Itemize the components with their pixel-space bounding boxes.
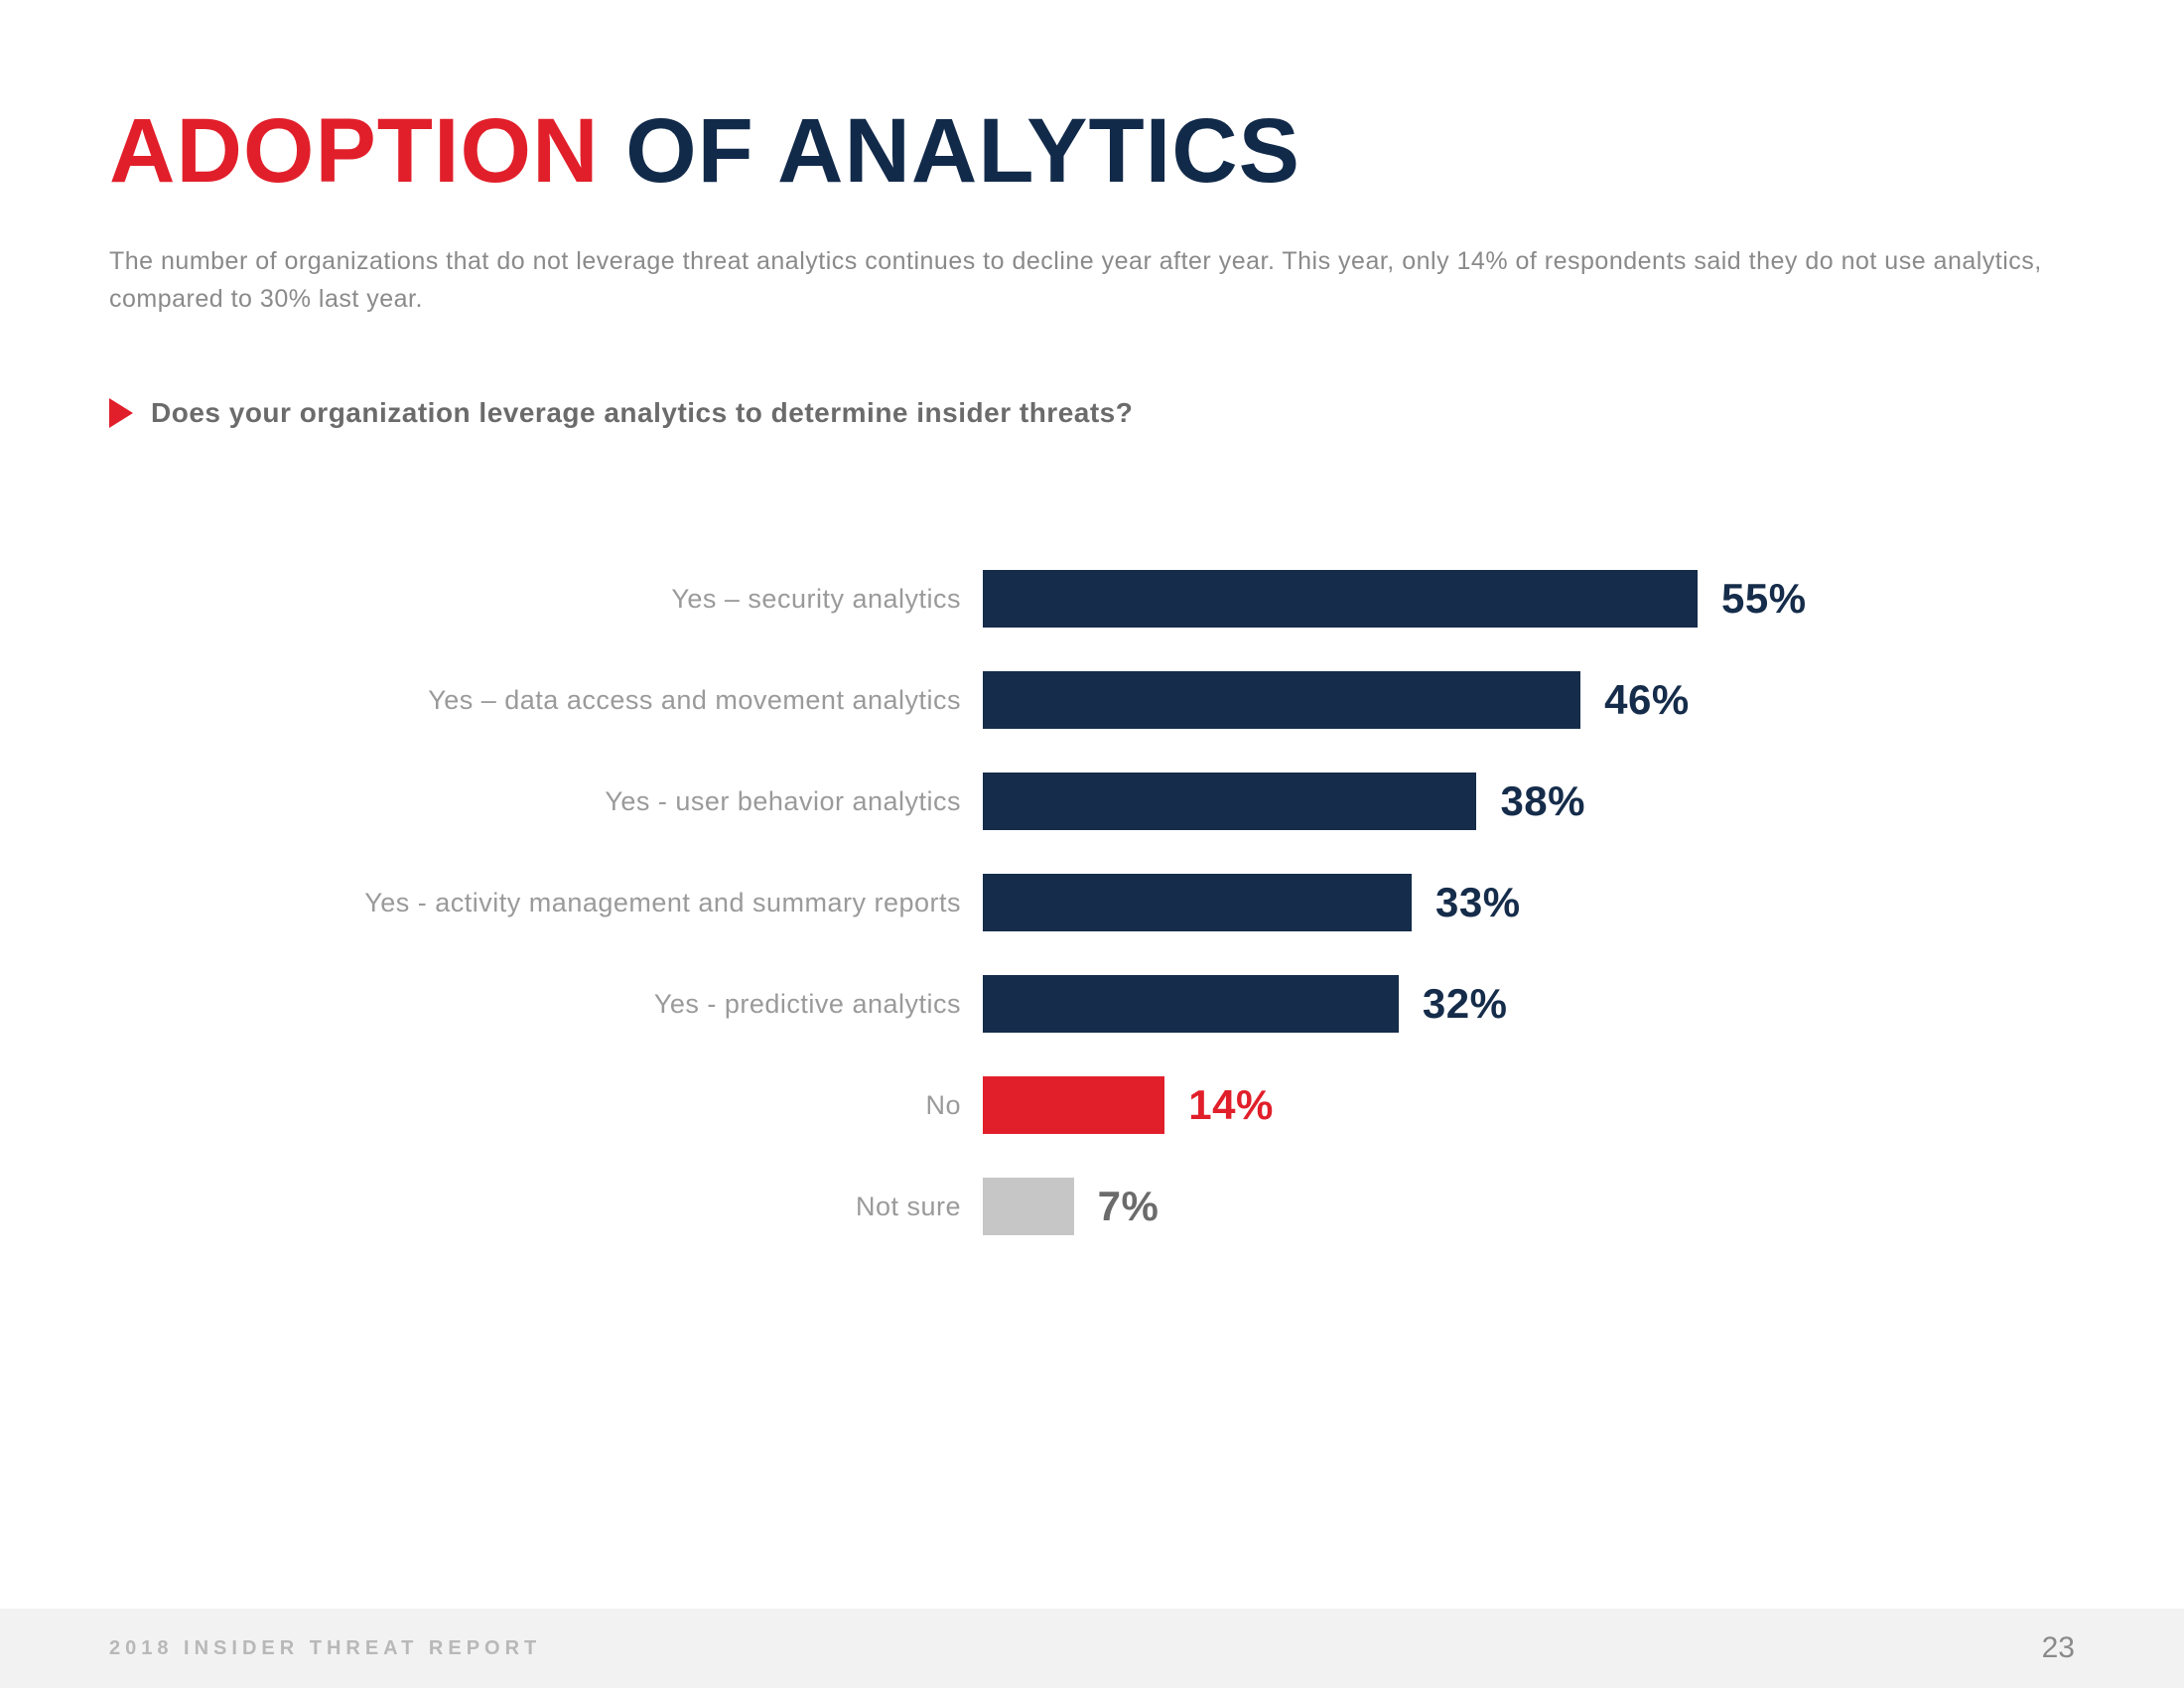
bar-area: 14% [983,1076,2075,1134]
bar-chart: Yes – security analytics 55% Yes – data ac… [109,568,2075,1237]
chart-row: No 14% [109,1074,2075,1136]
bar [983,1076,1164,1134]
bar-area: 32% [983,975,2075,1033]
bar [983,570,1698,628]
chart-row: Yes – security analytics 55% [109,568,2075,630]
bar-area: 7% [983,1178,2075,1235]
bar [983,1178,1074,1235]
chart-row: Yes - predictive analytics 32% [109,973,2075,1035]
bar-area: 46% [983,671,2075,729]
footer-page-number: 23 [2042,1631,2075,1665]
survey-question: Does your organization leverage analytic… [151,397,1133,429]
bar-label: Yes - user behavior analytics [109,786,983,817]
bar [983,975,1399,1033]
bar-area: 33% [983,874,2075,931]
bar-value: 33% [1435,879,1521,926]
title-word-1: ADOPTION [109,100,600,202]
intro-paragraph: The number of organizations that do not … [109,243,2075,318]
bar-label: Yes – security analytics [109,584,983,615]
bar-value: 7% [1098,1183,1160,1230]
bar-value: 38% [1500,777,1585,825]
question-row: Does your organization leverage analytic… [109,397,2075,429]
bar-label: Not sure [109,1192,983,1222]
bar [983,874,1412,931]
bar-area: 38% [983,773,2075,830]
bar-label: Yes - predictive analytics [109,989,983,1020]
bar-area: 55% [983,570,2075,628]
chart-row: Yes - user behavior analytics 38% [109,771,2075,832]
chart-row: Yes – data access and movement analytics… [109,669,2075,731]
chart-row: Not sure 7% [109,1176,2075,1237]
page-footer: 2018 INSIDER THREAT REPORT 23 [0,1609,2184,1688]
bar-value: 46% [1604,676,1690,724]
chart-row: Yes - activity management and summary re… [109,872,2075,933]
title-word-2: OF ANALYTICS [625,100,1300,202]
bar [983,773,1476,830]
bar-label: Yes - activity management and summary re… [109,888,983,918]
bar [983,671,1580,729]
bar-value: 32% [1423,980,1508,1028]
bar-value: 14% [1188,1081,1274,1129]
bar-label: Yes – data access and movement analytics [109,685,983,716]
footer-report-name: 2018 INSIDER THREAT REPORT [109,1637,541,1660]
triangle-bullet-icon [109,398,133,428]
page-title: ADOPTION OF ANALYTICS [109,99,2075,204]
bar-value: 55% [1721,575,1807,623]
bar-label: No [109,1090,983,1121]
